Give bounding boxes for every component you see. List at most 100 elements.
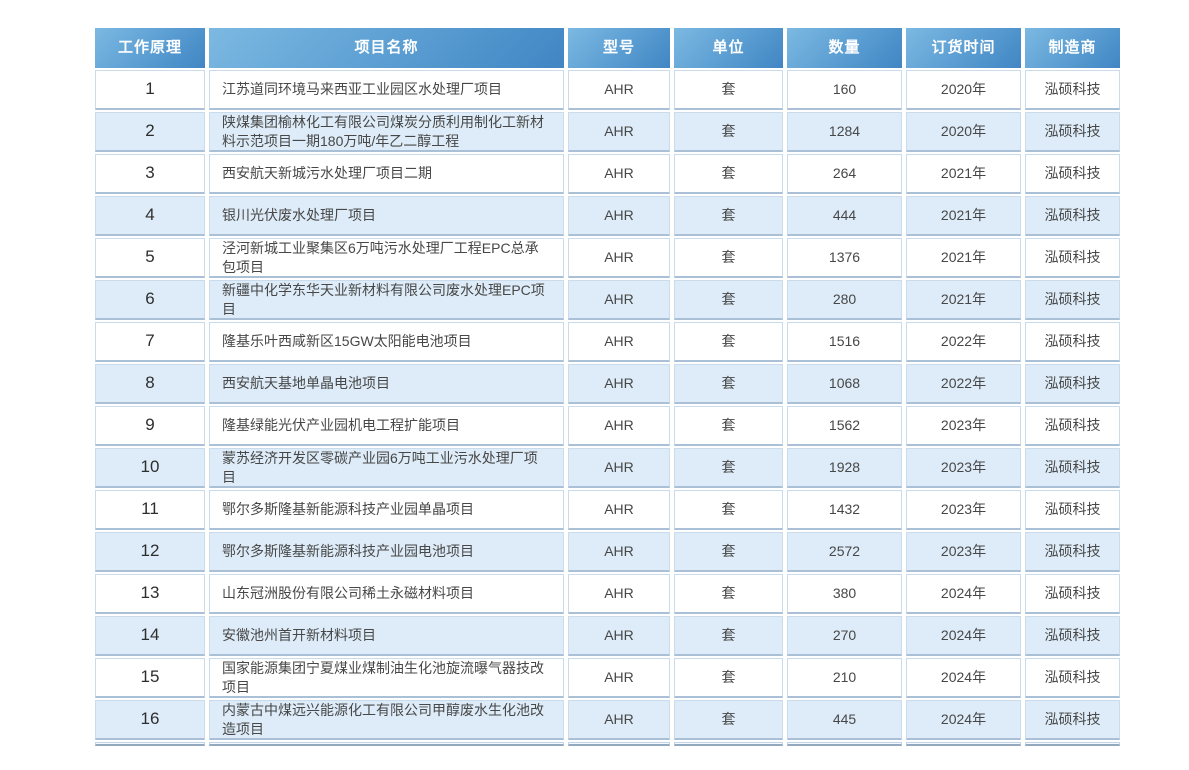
column-header-maker: 制造商 — [1025, 28, 1120, 68]
projects-table: 工作原理 项目名称 型号 单位 数量 订货时间 制造商 1 江苏道同环境马来西亚工业园区水处理厂… — [95, 28, 1120, 770]
cell-principle-row-8: 8 — [95, 364, 205, 404]
cell-model-row-14: AHR — [568, 616, 670, 656]
cell-maker-row-15: 泓硕科技 — [1025, 658, 1120, 698]
cell-name-row-4: 银川光伏废水处理厂项目 — [209, 196, 564, 236]
cell-name-row-16: 内蒙古中煤远兴能源化工有限公司甲醇废水生化池改造项目 — [209, 700, 564, 740]
cell-name-row-5: 泾河新城工业聚集区6万吨污水处理厂工程EPC总承包项目 — [209, 238, 564, 278]
cell-unit-row-13: 套 — [674, 574, 783, 614]
cell-model-row-16: AHR — [568, 700, 670, 740]
cell-qty-row-4: 444 — [787, 196, 902, 236]
cell-unit-row-4: 套 — [674, 196, 783, 236]
cell-model-row-6: AHR — [568, 280, 670, 320]
cell-qty-row-8: 1068 — [787, 364, 902, 404]
cell-name-row-15: 国家能源集团宁夏煤业煤制油生化池旋流曝气器技改项目 — [209, 658, 564, 698]
cell-unit-row-7: 套 — [674, 322, 783, 362]
cell-principle-row-9: 9 — [95, 406, 205, 446]
cell-qty-row-2: 1284 — [787, 112, 902, 152]
column-header-time: 订货时间 — [906, 28, 1021, 68]
cell-maker-row-6: 泓硕科技 — [1025, 280, 1120, 320]
cell-model-row-7: AHR — [568, 322, 670, 362]
cell-time-row-10: 2023年 — [906, 448, 1021, 488]
cell-principle-row-5: 5 — [95, 238, 205, 278]
cell-name-row-14: 安徽池州首开新材料项目 — [209, 616, 564, 656]
cell-model-row-12: AHR — [568, 532, 670, 572]
column-header-principle: 工作原理 — [95, 28, 205, 68]
cell-time-row-13: 2024年 — [906, 574, 1021, 614]
cell-maker-row-12: 泓硕科技 — [1025, 532, 1120, 572]
column-header-model: 型号 — [568, 28, 670, 68]
cell-principle-row-14: 14 — [95, 616, 205, 656]
column-header-name: 项目名称 — [209, 28, 564, 68]
cell-time-row-5: 2021年 — [906, 238, 1021, 278]
cell-name-row-1: 江苏道同环境马来西亚工业园区水处理厂项目 — [209, 70, 564, 110]
cell-model-row-13: AHR — [568, 574, 670, 614]
cell-name-row-7: 隆基乐叶西咸新区15GW太阳能电池项目 — [209, 322, 564, 362]
cell-maker-row-4: 泓硕科技 — [1025, 196, 1120, 236]
cell-model-row-15: AHR — [568, 658, 670, 698]
cell-time-row-6: 2021年 — [906, 280, 1021, 320]
cell-principle-row-4: 4 — [95, 196, 205, 236]
cell-model-row-8: AHR — [568, 364, 670, 404]
cell-qty-row-9: 1562 — [787, 406, 902, 446]
cell-unit-row-1: 套 — [674, 70, 783, 110]
partial-row-cell-model — [568, 742, 670, 746]
cell-qty-row-13: 380 — [787, 574, 902, 614]
partial-row-cell-principle — [95, 742, 205, 746]
projects-table-grid: 工作原理 项目名称 型号 单位 数量 订货时间 制造商 1 江苏道同环境马来西亚工业园区水处理厂… — [95, 28, 1120, 770]
cell-maker-row-3: 泓硕科技 — [1025, 154, 1120, 194]
cell-name-row-11: 鄂尔多斯隆基新能源科技产业园单晶项目 — [209, 490, 564, 530]
cell-qty-row-15: 210 — [787, 658, 902, 698]
partial-row-cell-name — [209, 742, 564, 746]
cell-principle-row-15: 15 — [95, 658, 205, 698]
cell-maker-row-10: 泓硕科技 — [1025, 448, 1120, 488]
cell-unit-row-3: 套 — [674, 154, 783, 194]
cell-maker-row-11: 泓硕科技 — [1025, 490, 1120, 530]
cell-name-row-2: 陕煤集团榆林化工有限公司煤炭分质利用制化工新材料示范项目一期180万吨/年乙二醇… — [209, 112, 564, 152]
cell-time-row-16: 2024年 — [906, 700, 1021, 740]
cell-maker-row-16: 泓硕科技 — [1025, 700, 1120, 740]
cell-time-row-3: 2021年 — [906, 154, 1021, 194]
cell-qty-row-10: 1928 — [787, 448, 902, 488]
cell-qty-row-7: 1516 — [787, 322, 902, 362]
cell-unit-row-5: 套 — [674, 238, 783, 278]
cell-model-row-3: AHR — [568, 154, 670, 194]
cell-unit-row-11: 套 — [674, 490, 783, 530]
cell-name-row-6: 新疆中化学东华天业新材料有限公司废水处理EPC项目 — [209, 280, 564, 320]
cell-model-row-2: AHR — [568, 112, 670, 152]
column-header-qty: 数量 — [787, 28, 902, 68]
cell-principle-row-3: 3 — [95, 154, 205, 194]
cell-unit-row-15: 套 — [674, 658, 783, 698]
cell-name-row-9: 隆基绿能光伏产业园机电工程扩能项目 — [209, 406, 564, 446]
cell-maker-row-7: 泓硕科技 — [1025, 322, 1120, 362]
cell-time-row-4: 2021年 — [906, 196, 1021, 236]
column-header-unit: 单位 — [674, 28, 783, 68]
cell-model-row-9: AHR — [568, 406, 670, 446]
cell-name-row-3: 西安航天新城污水处理厂项目二期 — [209, 154, 564, 194]
cell-principle-row-12: 12 — [95, 532, 205, 572]
cell-unit-row-6: 套 — [674, 280, 783, 320]
cell-unit-row-14: 套 — [674, 616, 783, 656]
cell-maker-row-13: 泓硕科技 — [1025, 574, 1120, 614]
cell-unit-row-9: 套 — [674, 406, 783, 446]
cell-qty-row-1: 160 — [787, 70, 902, 110]
cell-unit-row-2: 套 — [674, 112, 783, 152]
cell-time-row-15: 2024年 — [906, 658, 1021, 698]
cell-principle-row-10: 10 — [95, 448, 205, 488]
cell-model-row-11: AHR — [568, 490, 670, 530]
cell-model-row-10: AHR — [568, 448, 670, 488]
cell-maker-row-1: 泓硕科技 — [1025, 70, 1120, 110]
partial-row-cell-qty — [787, 742, 902, 746]
cell-time-row-2: 2020年 — [906, 112, 1021, 152]
cell-name-row-12: 鄂尔多斯隆基新能源科技产业园电池项目 — [209, 532, 564, 572]
cell-qty-row-12: 2572 — [787, 532, 902, 572]
cell-unit-row-10: 套 — [674, 448, 783, 488]
cell-qty-row-11: 1432 — [787, 490, 902, 530]
cell-maker-row-5: 泓硕科技 — [1025, 238, 1120, 278]
cell-principle-row-7: 7 — [95, 322, 205, 362]
cell-principle-row-2: 2 — [95, 112, 205, 152]
cell-model-row-4: AHR — [568, 196, 670, 236]
cell-model-row-5: AHR — [568, 238, 670, 278]
cell-principle-row-16: 16 — [95, 700, 205, 740]
cell-principle-row-13: 13 — [95, 574, 205, 614]
